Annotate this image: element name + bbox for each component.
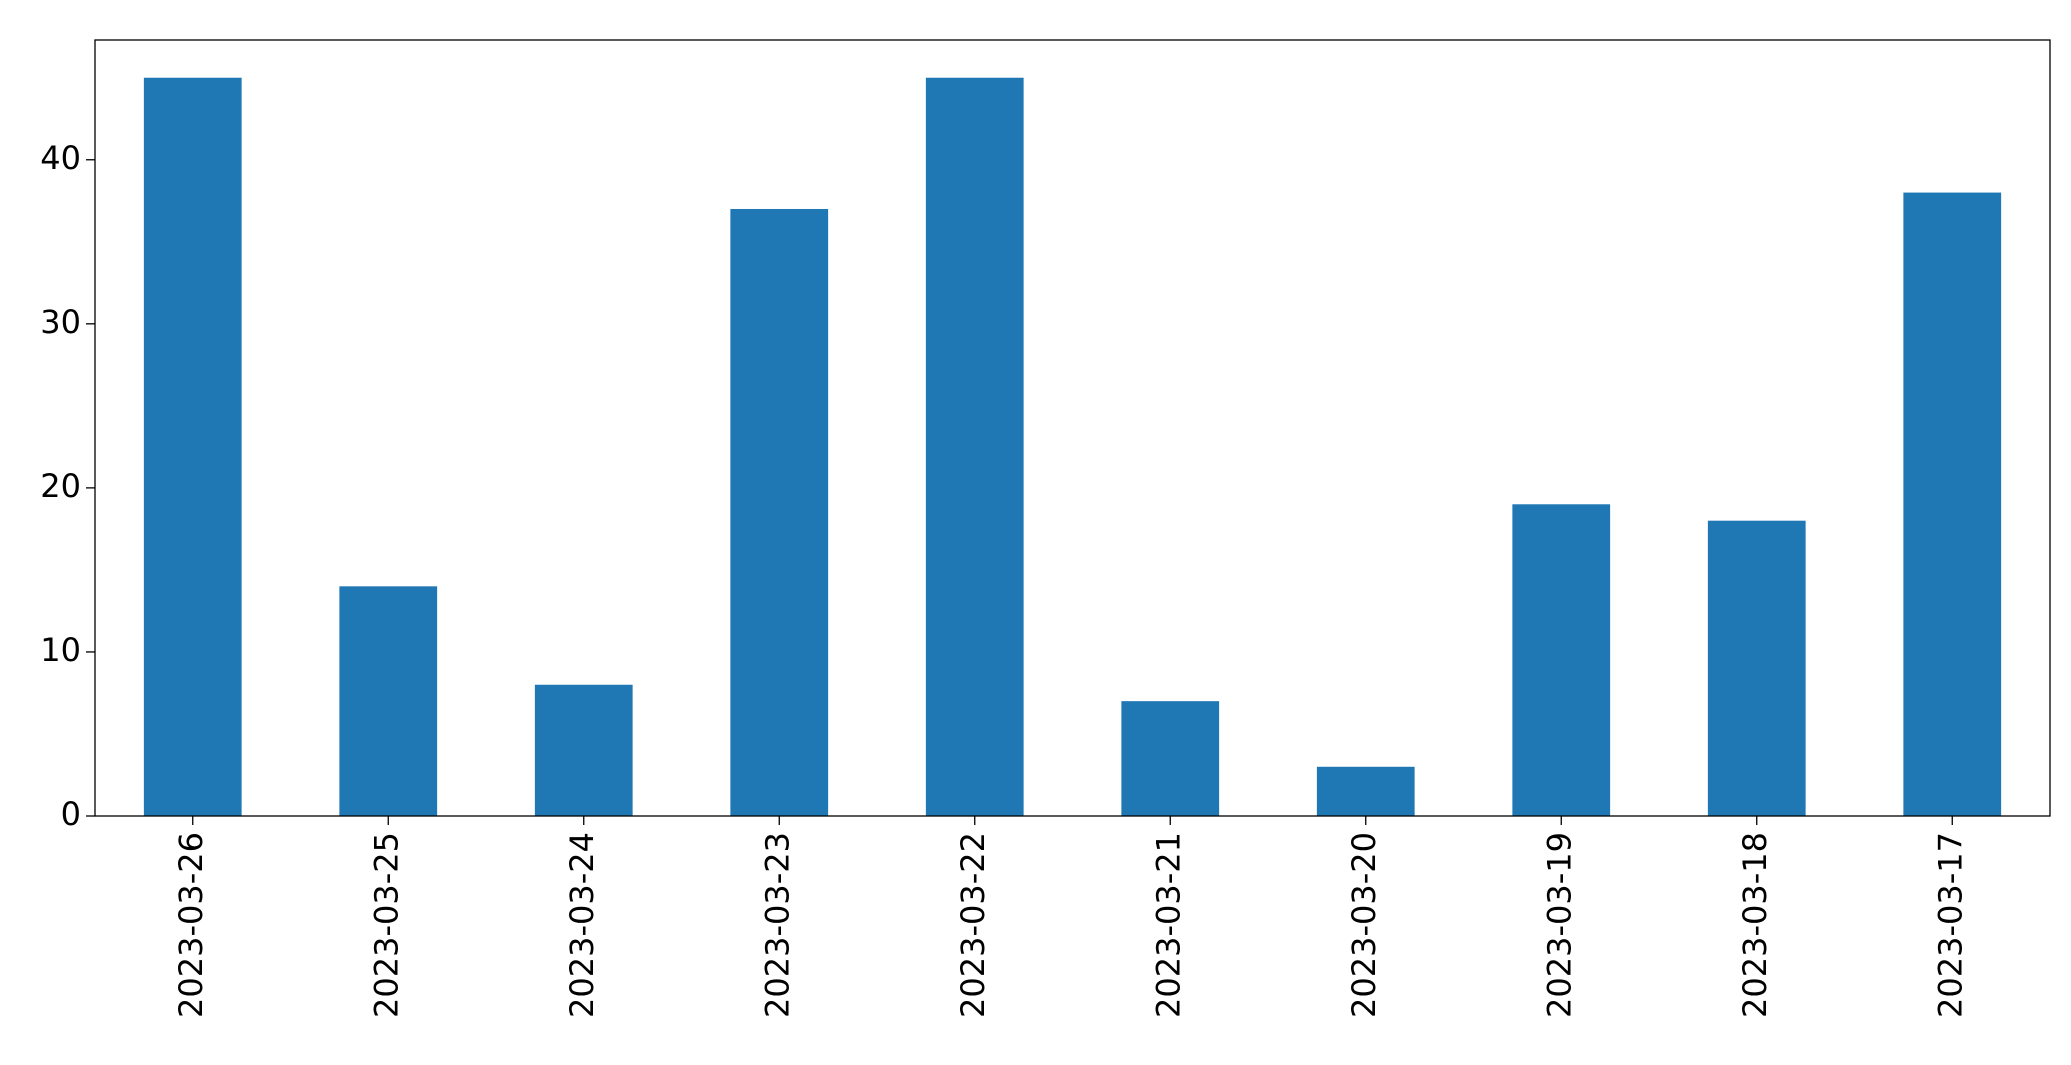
bar: [1512, 504, 1611, 816]
bar: [143, 77, 242, 816]
bar: [534, 684, 633, 816]
x-tick-label: 2023-03-22: [954, 832, 992, 1018]
y-tick-label: 40: [40, 139, 81, 177]
bar: [1903, 192, 2002, 816]
x-tick-label: 2023-03-26: [172, 832, 210, 1018]
x-tick-label: 2023-03-18: [1736, 832, 1774, 1018]
bar: [1316, 766, 1415, 816]
x-tick-label: 2023-03-17: [1931, 832, 1969, 1018]
bar: [1121, 701, 1220, 816]
bar: [1707, 520, 1806, 816]
y-tick-label: 20: [40, 467, 81, 505]
plot-frame: [94, 39, 2051, 817]
y-tick-label: 0: [61, 795, 81, 833]
bar: [730, 208, 829, 817]
y-tick-label: 30: [40, 303, 81, 341]
x-tick-label: 2023-03-25: [367, 832, 405, 1018]
x-tick-label: 2023-03-21: [1149, 832, 1187, 1018]
x-tick-label: 2023-03-19: [1540, 832, 1578, 1018]
x-tick-label: 2023-03-24: [563, 832, 601, 1018]
y-tick-label: 10: [40, 631, 81, 669]
bar: [339, 586, 438, 816]
bar: [925, 77, 1024, 816]
x-tick-label: 2023-03-23: [758, 832, 796, 1018]
x-tick-label: 2023-03-20: [1345, 832, 1383, 1018]
